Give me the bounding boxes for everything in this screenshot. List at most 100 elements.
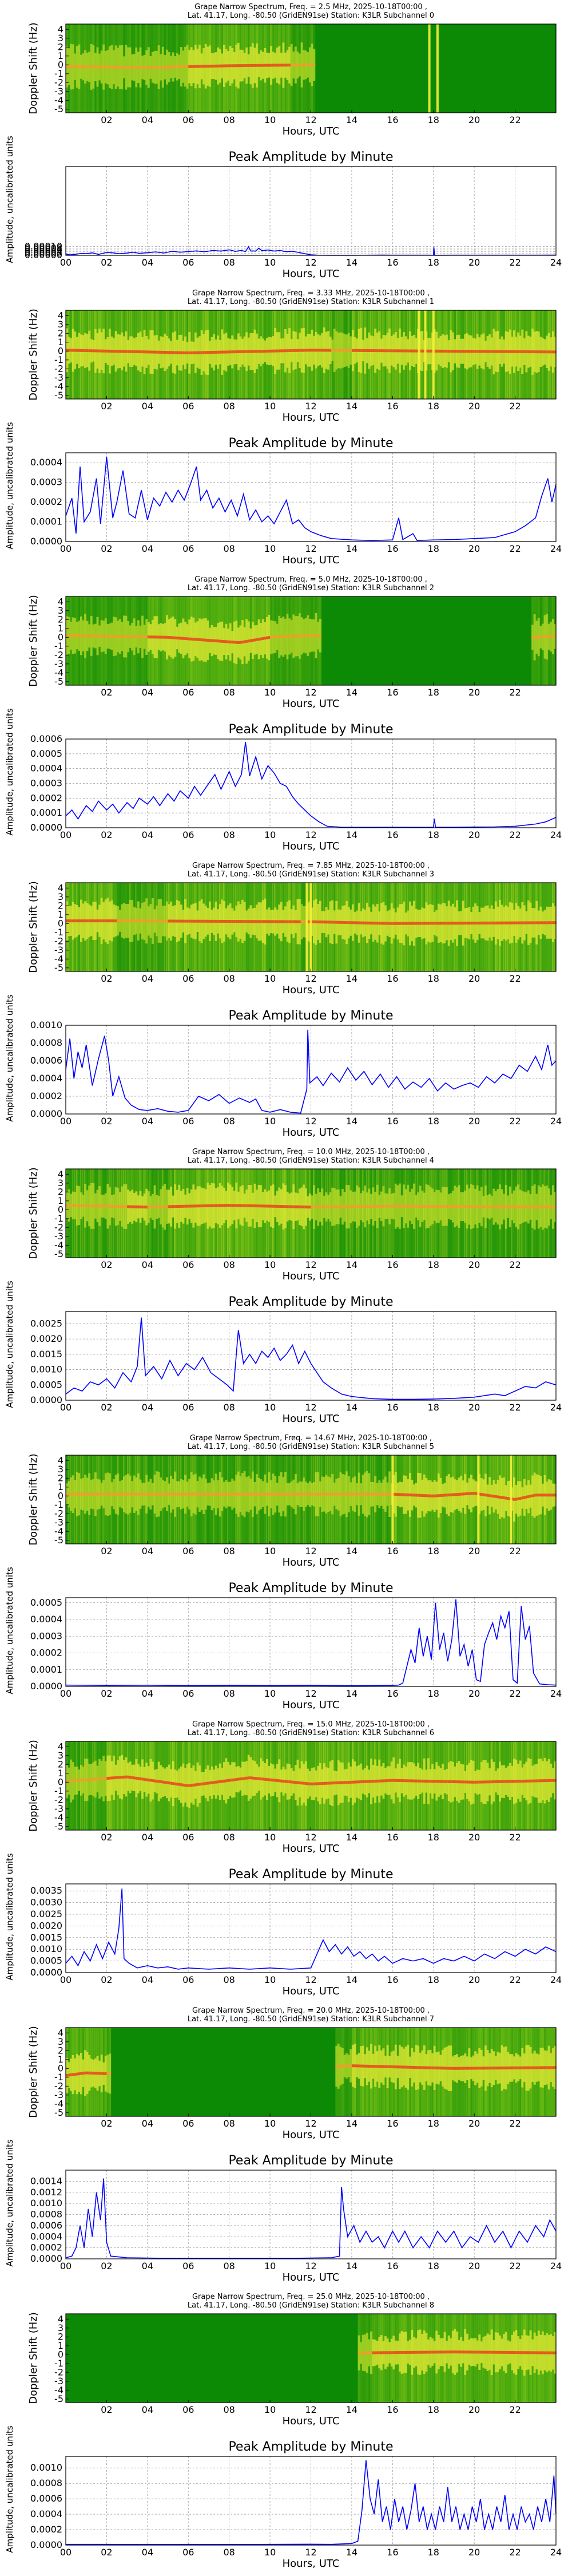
spectrogram-trace bbox=[337, 1492, 340, 1496]
x-tick-label: 02 bbox=[101, 543, 112, 554]
spectrogram-trace bbox=[278, 64, 281, 67]
spectrogram-trace bbox=[127, 350, 130, 353]
spectrogram-streak bbox=[192, 1455, 194, 1544]
spectrogram-trace bbox=[231, 64, 234, 68]
spectrogram-streak bbox=[378, 883, 380, 971]
x-axis-label: Hours, UTC bbox=[283, 840, 340, 852]
spectrogram-trace bbox=[178, 65, 181, 69]
spectrogram-streak bbox=[494, 1455, 496, 1544]
spectrogram-streak bbox=[400, 883, 402, 971]
spectrogram-trace bbox=[106, 65, 109, 69]
spectrogram-trace bbox=[519, 921, 522, 924]
spectrogram-trace bbox=[529, 350, 532, 354]
spectrogram-streak bbox=[143, 1455, 145, 1544]
spectrogram-trace bbox=[88, 1778, 91, 1781]
y-tick-label: -2 bbox=[54, 363, 63, 374]
spectrogram-trace bbox=[535, 1494, 538, 1497]
spectrogram-trace bbox=[399, 922, 402, 925]
spectrogram-trace bbox=[208, 65, 212, 68]
y-tick-label: -1 bbox=[54, 68, 63, 79]
spectrogram-streak bbox=[421, 883, 423, 971]
spectrogram-trace bbox=[265, 920, 269, 923]
spectrogram-trace bbox=[108, 919, 112, 923]
spectrogram-streak bbox=[239, 1455, 241, 1544]
spectrogram-trace bbox=[450, 1493, 452, 1496]
spectrogram-trace bbox=[260, 64, 263, 67]
spectrogram-subtitle: Lat. 41.17, Long. -80.50 (GridEN91se) St… bbox=[188, 1156, 434, 1165]
spectrogram-trace bbox=[478, 1205, 481, 1208]
x-tick-label: 22 bbox=[509, 1688, 521, 1699]
spectrogram-trace bbox=[372, 1492, 375, 1496]
spectrogram-trace bbox=[490, 1494, 493, 1498]
x-tick-label: 02 bbox=[101, 401, 112, 412]
x-tick-label: 14 bbox=[346, 1402, 357, 1413]
y-tick-label: -3 bbox=[54, 1517, 63, 1528]
spectrogram-trace bbox=[194, 1204, 197, 1208]
spectrogram-trace bbox=[135, 1492, 138, 1496]
spectrogram-streak bbox=[464, 883, 466, 971]
spectrogram-trace bbox=[80, 1779, 83, 1782]
spectrogram-trace bbox=[86, 65, 89, 69]
spectrogram-trace bbox=[443, 1205, 446, 1208]
spectrogram-streak bbox=[315, 1455, 316, 1544]
spectrogram-streak bbox=[237, 1455, 239, 1544]
spectrogram-trace bbox=[480, 921, 483, 924]
spectrogram-trace bbox=[180, 65, 183, 69]
y-tick-label: 0.0004 bbox=[30, 1614, 62, 1625]
spectrogram-trace bbox=[554, 921, 557, 924]
spectrogram-title: Grape Narrow Spectrum, Freq. = 15.0 MHz,… bbox=[192, 1720, 430, 1729]
plot-frame bbox=[65, 1597, 557, 1687]
spectrogram-trace bbox=[499, 1495, 502, 1499]
spectrogram-trace bbox=[554, 1494, 557, 1497]
x-tick-label: 18 bbox=[428, 1259, 439, 1270]
spectrogram-trace bbox=[547, 1494, 550, 1497]
spectrogram-trace bbox=[341, 1492, 344, 1496]
spectrogram-trace bbox=[257, 1492, 260, 1496]
spectrogram-trace bbox=[415, 1494, 418, 1497]
spectrogram-trace bbox=[66, 349, 69, 352]
spectrogram-trace bbox=[206, 1204, 209, 1207]
spectrogram-trace bbox=[253, 64, 256, 67]
spectrogram-streak bbox=[223, 310, 224, 399]
x-tick-label: 22 bbox=[509, 1259, 521, 1270]
y-tick-label: 1 bbox=[58, 623, 63, 634]
spectrogram-trace bbox=[190, 351, 193, 354]
spectrogram-streak bbox=[274, 883, 276, 971]
spectrogram-trace bbox=[117, 635, 120, 638]
spectrogram-trace bbox=[296, 920, 299, 923]
spectrogram-streak bbox=[466, 1169, 467, 1258]
spectrogram-trace bbox=[482, 350, 485, 353]
spectrogram-streak bbox=[198, 883, 200, 971]
y-tick-label: 0 bbox=[58, 1204, 63, 1215]
x-tick-label: 16 bbox=[387, 1116, 398, 1127]
spectrogram-trace bbox=[327, 1492, 330, 1496]
spectrogram-trace bbox=[447, 1494, 450, 1497]
spectrogram-streak bbox=[153, 1455, 155, 1544]
spectrogram-trace bbox=[458, 922, 460, 925]
spectrogram-trace bbox=[86, 1778, 89, 1781]
spectrogram-trace bbox=[408, 1494, 412, 1497]
spectrogram-trace bbox=[292, 1492, 295, 1496]
x-axis-label: Hours, UTC bbox=[283, 698, 340, 710]
spectrogram-trace bbox=[96, 1204, 99, 1208]
spectrogram-trace bbox=[370, 1205, 373, 1208]
spectrogram-trace bbox=[339, 1205, 342, 1208]
spectrogram-streak bbox=[396, 310, 398, 399]
spectrogram-trace bbox=[329, 1492, 332, 1496]
spectrogram-trace bbox=[198, 65, 201, 68]
spectrogram-trace bbox=[517, 921, 520, 924]
spectrogram-trace bbox=[511, 350, 514, 353]
spectrogram-trace bbox=[96, 65, 99, 69]
spectrogram-trace bbox=[531, 1494, 534, 1498]
spectrogram-trace bbox=[366, 921, 369, 924]
spectrogram-trace bbox=[78, 634, 81, 638]
x-tick-label: 12 bbox=[305, 1116, 316, 1127]
spectrogram-trace bbox=[82, 349, 85, 352]
spectrogram-trace bbox=[513, 1205, 516, 1208]
spectrogram-trace bbox=[178, 351, 181, 354]
spectrogram-streak bbox=[443, 310, 445, 399]
spectrogram-trace bbox=[121, 635, 124, 638]
x-tick-label: 16 bbox=[387, 829, 398, 840]
spectrogram-trace bbox=[311, 1206, 313, 1209]
